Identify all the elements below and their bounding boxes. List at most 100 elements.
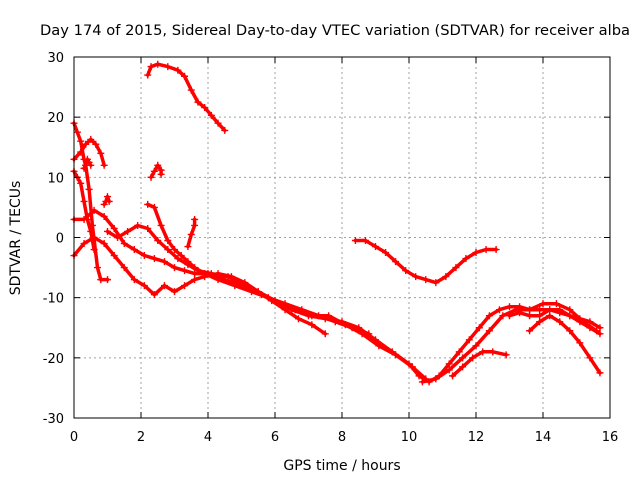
data-point-marker [392, 351, 400, 359]
data-point-marker [191, 276, 199, 284]
data-point-marker [408, 363, 416, 371]
data-point-marker [402, 267, 410, 275]
data-point-marker [489, 348, 497, 356]
data-point-marker [164, 63, 172, 71]
series-trace [527, 313, 602, 375]
data-point-marker [100, 161, 108, 169]
series-arc-2 [70, 135, 108, 169]
data-point-marker [77, 179, 85, 187]
data-point-marker [90, 206, 98, 214]
data-point-marker [308, 321, 316, 329]
series-trace [450, 350, 508, 378]
x-tick-label: 6 [271, 430, 279, 445]
data-point-marker [130, 276, 138, 284]
data-point-marker [351, 237, 359, 245]
data-point-marker [100, 240, 108, 248]
data-point-marker [87, 135, 95, 143]
data-point-marker [85, 185, 93, 193]
series-arc-11 [449, 348, 510, 380]
data-point-marker [546, 306, 554, 314]
data-point-marker [214, 119, 222, 127]
data-point-marker [526, 312, 534, 320]
data-point-marker [181, 282, 189, 290]
data-point-marker [171, 264, 178, 272]
series-arc-17 [100, 193, 113, 208]
series-arc-12 [526, 312, 604, 377]
data-point-marker [552, 300, 560, 308]
data-point-marker [207, 111, 215, 119]
data-point-marker [485, 312, 493, 320]
data-point-marker [418, 378, 426, 386]
data-point-marker [472, 342, 480, 350]
data-point-marker [422, 276, 430, 284]
data-point-marker [97, 276, 105, 284]
series-arc-13 [506, 306, 604, 332]
data-point-marker [459, 354, 467, 362]
data-point-marker [157, 221, 165, 229]
data-point-marker [97, 149, 105, 157]
x-tick-label: 0 [70, 430, 78, 445]
data-point-marker [221, 126, 229, 134]
series-arc-8 [144, 200, 373, 338]
data-point-marker [134, 221, 142, 229]
x-tick-label: 4 [204, 430, 212, 445]
series-trace [72, 235, 328, 336]
data-point-marker [475, 324, 483, 332]
data-point-marker [160, 282, 168, 290]
data-point-marker [536, 318, 544, 326]
x-tick-label: 10 [401, 430, 418, 445]
data-point-marker [201, 270, 209, 278]
data-point-marker [181, 267, 189, 275]
data-point-marker [191, 215, 199, 223]
y-tick-labels: -30 -20 -10 0 10 20 30 [43, 51, 64, 427]
data-point-marker [80, 197, 88, 205]
data-point-marker [154, 161, 162, 169]
data-point-marker [150, 291, 158, 299]
data-point-marker [536, 306, 544, 314]
data-series [70, 60, 604, 386]
y-tick-label: 30 [47, 51, 64, 66]
data-point-marker [100, 212, 108, 220]
data-point-marker [110, 224, 118, 232]
data-point-marker [482, 246, 490, 254]
data-point-marker [104, 276, 111, 284]
data-point-marker [154, 60, 162, 68]
series-arc-16 [184, 215, 199, 251]
data-point-marker [539, 300, 547, 308]
data-point-marker [144, 200, 152, 208]
data-point-marker [546, 312, 554, 320]
data-point-marker [392, 258, 400, 266]
data-point-marker [462, 255, 470, 263]
data-point-marker [77, 137, 85, 145]
data-point-marker [214, 276, 222, 284]
data-point-marker [144, 224, 152, 232]
data-point-marker [147, 173, 155, 181]
data-point-marker [93, 264, 101, 272]
chart-title: Day 174 of 2015, Sidereal Day-to-day VTE… [40, 23, 630, 39]
data-point-marker [114, 234, 122, 241]
data-point-marker [140, 282, 148, 290]
y-tick-label: -30 [43, 412, 64, 427]
y-axis-label: SDTVAR / TECUs [8, 181, 24, 296]
y-tick-label: -20 [43, 352, 64, 367]
data-point-marker [187, 86, 195, 94]
data-point-marker [526, 306, 534, 314]
series-arc-15 [80, 155, 95, 172]
data-point-marker [73, 128, 81, 136]
data-point-marker [90, 246, 98, 254]
data-point-marker [412, 273, 420, 281]
data-point-marker [348, 324, 356, 332]
grid-lines [74, 57, 610, 418]
data-point-marker [130, 246, 138, 254]
data-point-marker [224, 273, 232, 281]
data-point-marker [452, 264, 460, 272]
data-point-marker [157, 166, 165, 174]
data-point-marker [147, 63, 155, 71]
data-point-marker [321, 330, 329, 338]
axis-ticks [73, 56, 611, 419]
data-point-marker [191, 264, 199, 272]
data-point-marker [164, 237, 172, 245]
data-point-marker [432, 279, 440, 287]
data-point-marker [150, 203, 158, 211]
data-point-marker [150, 255, 158, 263]
